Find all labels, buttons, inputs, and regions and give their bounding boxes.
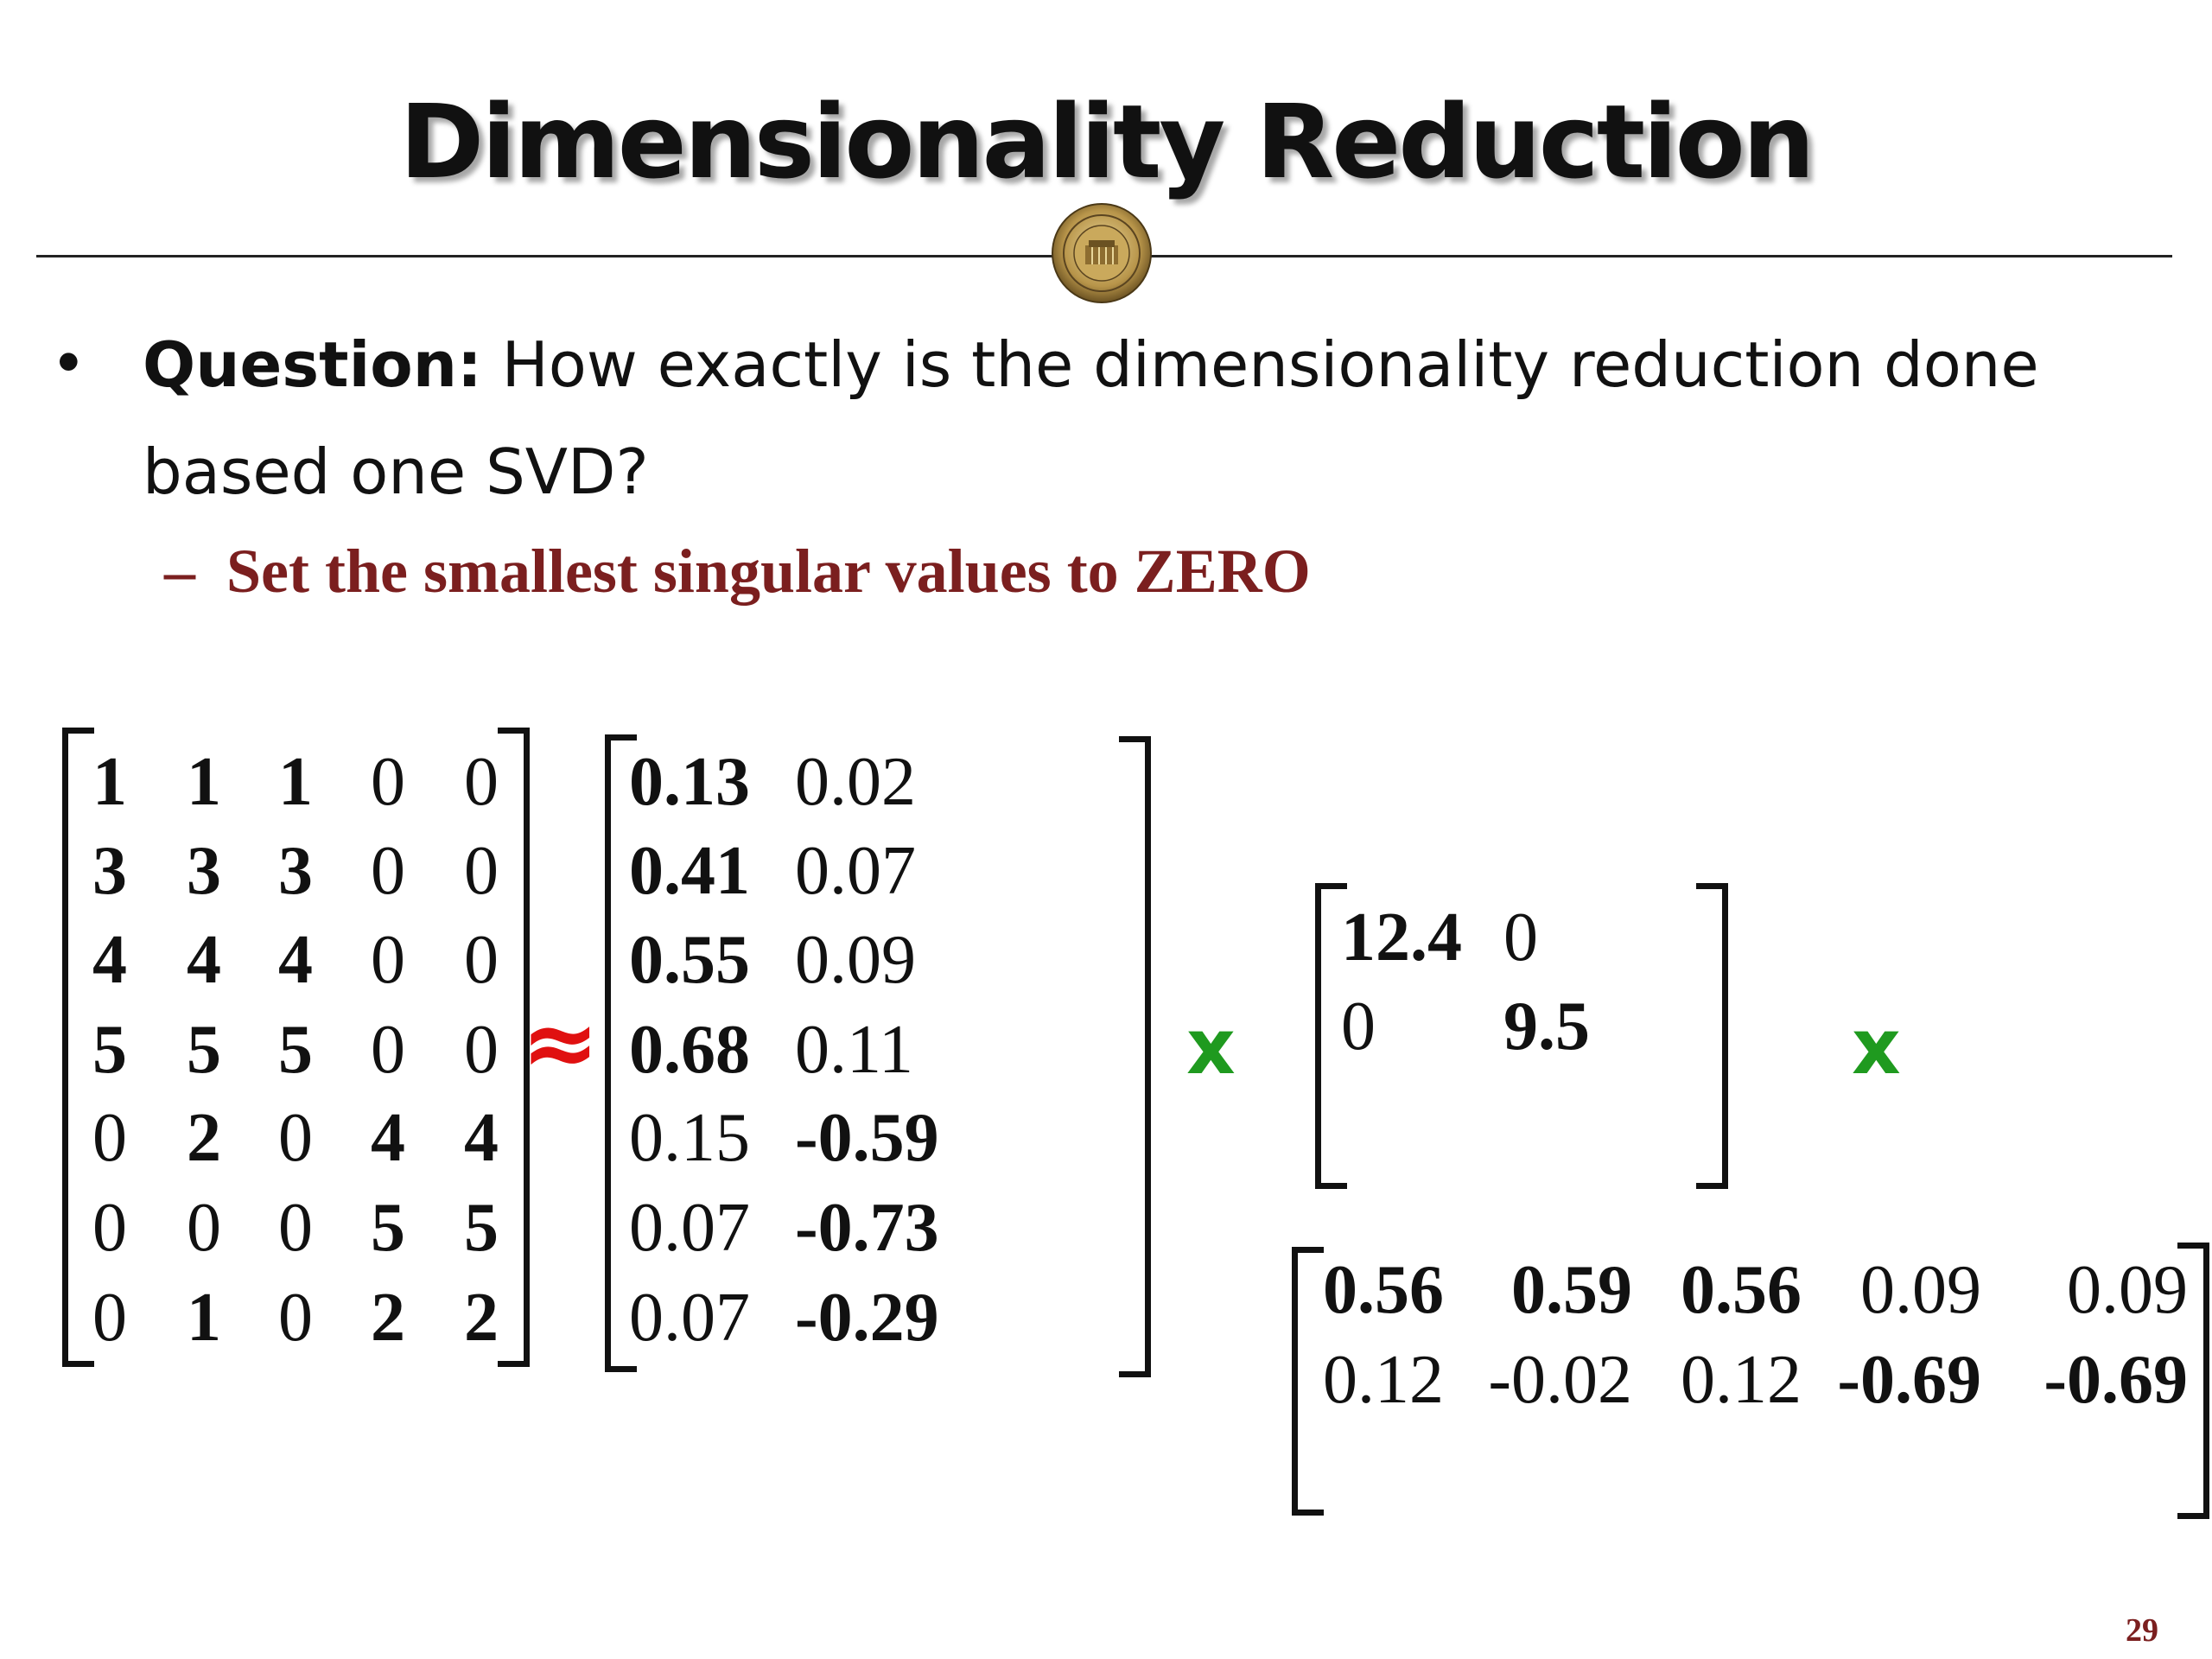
matrix-a-cell: 4 (92, 922, 127, 998)
matrix-u-cell: 0.68 (629, 1012, 750, 1088)
matrix-s-cell: 12.4 (1341, 899, 1462, 976)
matrix-v-cell: 0.09 (2067, 1252, 2188, 1328)
matrix-s-cell: 0 (1341, 988, 1376, 1065)
matrix-a-cell: 4 (464, 1100, 499, 1176)
sub-bullet-text: Set the smallest singular values to ZERO (226, 537, 1311, 606)
matrix-a-cell: 3 (92, 833, 127, 909)
matrix-s-cell: 9.5 (1503, 988, 1590, 1065)
matrix-u-cell: 0.11 (795, 1012, 914, 1088)
times-symbol-1: x (1186, 1002, 1236, 1091)
matrix-a-cell: 0 (278, 1100, 313, 1176)
matrix-u-cell: 0.55 (629, 922, 750, 998)
matrix-s-right-bracket (1696, 883, 1728, 1189)
matrix-a-cell: 4 (278, 922, 313, 998)
page-number: 29 (2126, 1612, 2158, 1649)
matrix-a-cell: 0 (92, 1190, 127, 1266)
matrix-u-cell: 0.07 (629, 1280, 750, 1356)
matrix-a-cell: 0 (92, 1280, 127, 1356)
slide-title: Dimensionality Reduction (399, 82, 1815, 201)
times-symbol-2: x (1852, 1002, 1901, 1091)
matrix-a-cell: 0 (464, 744, 499, 820)
approx-symbol: ≈ (521, 989, 600, 1097)
matrix-a-left-bracket (62, 728, 94, 1367)
matrix-a-cell: 0 (371, 1012, 405, 1088)
matrix-a-cell: 0 (92, 1100, 127, 1176)
matrix-a-cell: 3 (278, 833, 313, 909)
sub-bullet-dash: – (164, 537, 195, 606)
matrix-a-cell: 5 (92, 1012, 127, 1088)
matrix-a-cell: 0 (187, 1190, 221, 1266)
matrix-v-cell: 0.59 (1511, 1252, 1632, 1328)
matrix-a-cell: 3 (187, 833, 221, 909)
matrix-u-cell: -0.73 (795, 1190, 939, 1266)
matrix-a-cell: 0 (464, 922, 499, 998)
matrix-s-cell: 0 (1503, 899, 1538, 976)
question-text: How exactly is the dimensionality reduct… (143, 328, 2039, 508)
matrix-a-cell: 4 (371, 1100, 405, 1176)
matrix-a-cell: 5 (371, 1190, 405, 1266)
matrix-u-cell: 0.13 (629, 744, 750, 820)
matrix-u-left-bracket (605, 734, 637, 1372)
matrix-v-cell: 0.09 (1860, 1252, 1981, 1328)
matrix-a-cell: 2 (187, 1100, 221, 1176)
matrix-u-cell: 0.07 (795, 833, 916, 909)
matrix-a-cell: 1 (187, 744, 221, 820)
matrix-u-cell: 0.02 (795, 744, 916, 820)
matrix-v-cell: -0.02 (1488, 1342, 1632, 1418)
matrix-s-left-bracket (1315, 883, 1347, 1189)
matrix-u-cell: -0.29 (795, 1280, 939, 1356)
matrix-a-cell: 2 (464, 1280, 499, 1356)
matrix-u-cell: 0.15 (629, 1100, 750, 1176)
matrix-u-cell: 0.07 (629, 1190, 750, 1266)
matrix-a-cell: 0 (371, 922, 405, 998)
sub-bullet: – Set the smallest singular values to ZE… (164, 536, 1311, 607)
matrix-a-cell: 2 (371, 1280, 405, 1356)
matrix-u-cell: -0.59 (795, 1100, 939, 1176)
bullet-marker: • (57, 325, 80, 398)
matrix-a-cell: 0 (371, 833, 405, 909)
matrix-a-cell: 1 (278, 744, 313, 820)
matrix-a-cell: 5 (187, 1012, 221, 1088)
matrix-a-cell: 0 (278, 1280, 313, 1356)
matrix-v-cell: 0.56 (1681, 1252, 1802, 1328)
matrix-v-left-bracket (1292, 1247, 1324, 1516)
matrix-a-cell: 1 (92, 744, 127, 820)
matrix-v-cell: 0.56 (1323, 1252, 1444, 1328)
university-seal-icon (1052, 203, 1152, 303)
matrix-a-cell: 5 (278, 1012, 313, 1088)
matrix-a-cell: 0 (278, 1190, 313, 1266)
matrix-u-cell: 0.41 (629, 833, 750, 909)
matrix-u-right-bracket (1119, 736, 1151, 1377)
matrix-a-cell: 0 (371, 744, 405, 820)
matrix-a-right-bracket (498, 728, 530, 1367)
matrix-a-cell: 0 (464, 1012, 499, 1088)
matrix-a-cell: 0 (464, 833, 499, 909)
matrix-a-cell: 4 (187, 922, 221, 998)
matrix-a-cell: 5 (464, 1190, 499, 1266)
matrix-v-cell: -0.69 (1837, 1342, 1981, 1418)
matrix-v-cell: 0.12 (1681, 1342, 1802, 1418)
matrix-v-cell: -0.69 (2044, 1342, 2188, 1418)
matrix-v-right-bracket (2177, 1243, 2209, 1519)
matrix-u-cell: 0.09 (795, 922, 916, 998)
matrix-a-cell: 1 (187, 1280, 221, 1356)
matrix-v-cell: 0.12 (1323, 1342, 1444, 1418)
question-bullet: Question: How exactly is the dimensional… (143, 311, 2190, 525)
question-lead: Question: (143, 328, 482, 401)
